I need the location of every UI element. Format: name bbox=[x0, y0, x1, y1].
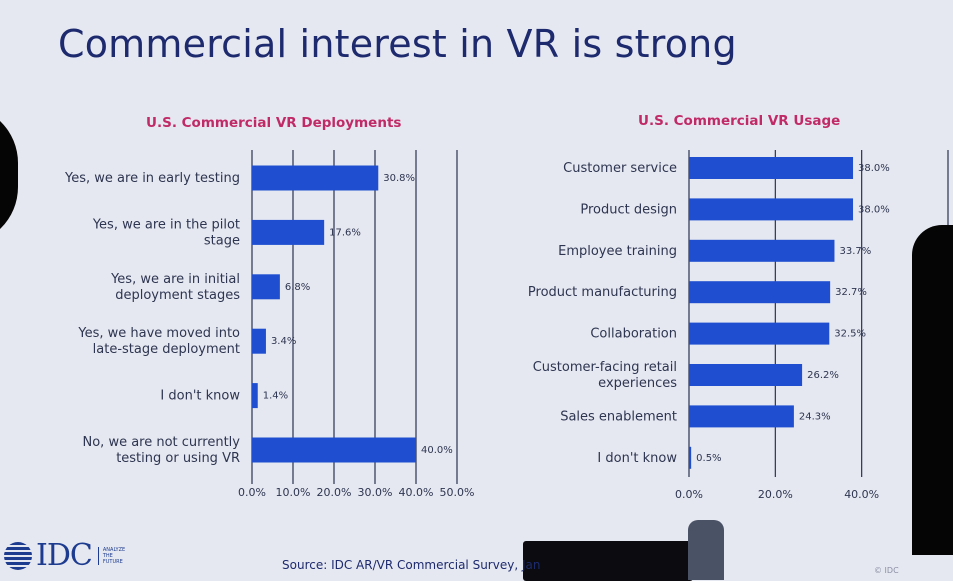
category-label: No, we are not currently bbox=[83, 435, 241, 450]
bar bbox=[252, 328, 266, 354]
bar bbox=[689, 364, 803, 386]
category-label: Employee training bbox=[558, 244, 677, 259]
x-tick-label: 50.0% bbox=[440, 486, 475, 499]
category-label: Yes, we are in initial bbox=[110, 272, 240, 287]
idc-globe-icon bbox=[4, 541, 32, 570]
bar bbox=[252, 274, 280, 300]
laptop-silhouette bbox=[523, 541, 693, 581]
source-note: Source: IDC AR/VR Commercial Survey, Jan bbox=[282, 558, 541, 572]
x-tick-label: 20.0% bbox=[317, 486, 352, 499]
bar bbox=[689, 281, 831, 304]
data-label: 24.3% bbox=[799, 411, 831, 422]
data-label: 33.7% bbox=[839, 246, 871, 257]
data-label: 26.2% bbox=[807, 370, 839, 381]
x-tick-label: 10.0% bbox=[276, 486, 311, 499]
data-label: 30.8% bbox=[383, 173, 415, 184]
logo-tagline: ANALYZE THE FUTURE bbox=[97, 546, 129, 565]
data-label: 40.0% bbox=[421, 445, 453, 456]
category-label: Customer-facing retail bbox=[533, 360, 677, 375]
bar bbox=[689, 239, 835, 262]
category-label: stage bbox=[204, 233, 240, 248]
category-label: experiences bbox=[598, 376, 677, 391]
logo-text: IDC bbox=[36, 538, 93, 573]
data-label: 6.8% bbox=[285, 282, 310, 293]
data-label: 17.6% bbox=[329, 227, 361, 238]
data-label: 32.7% bbox=[835, 287, 867, 298]
category-label: Product manufacturing bbox=[528, 285, 677, 300]
data-label: 3.4% bbox=[271, 336, 296, 347]
bar bbox=[252, 383, 258, 409]
slide-title: Commercial interest in VR is strong bbox=[58, 22, 737, 66]
category-label: testing or using VR bbox=[116, 451, 240, 466]
x-tick-label: 20.0% bbox=[758, 488, 793, 501]
idc-logo: IDC ANALYZE THE FUTURE bbox=[4, 538, 129, 573]
bar bbox=[689, 157, 854, 179]
chart-title-usage: U.S. Commercial VR Usage bbox=[638, 113, 841, 129]
category-label: Collaboration bbox=[590, 327, 677, 342]
bar bbox=[252, 165, 379, 191]
x-tick-label: 0.0% bbox=[238, 486, 266, 499]
category-label: Yes, we are in early testing bbox=[64, 171, 240, 186]
x-tick-label: 40.0% bbox=[399, 486, 434, 499]
bar bbox=[689, 405, 794, 428]
bar bbox=[252, 219, 325, 245]
category-label: I don't know bbox=[160, 389, 240, 404]
data-label: 0.5% bbox=[696, 453, 721, 464]
water-bottle bbox=[688, 520, 724, 580]
category-label: late-stage deployment bbox=[93, 342, 240, 357]
category-label: Product design bbox=[580, 202, 677, 217]
x-tick-label: 40.0% bbox=[844, 488, 879, 501]
category-label: Yes, we have moved into bbox=[77, 326, 240, 341]
category-label: Sales enablement bbox=[560, 409, 677, 424]
presenter-silhouette bbox=[912, 225, 953, 555]
data-label: 38.0% bbox=[858, 204, 890, 215]
data-label: 38.0% bbox=[858, 163, 890, 174]
data-label: 32.5% bbox=[834, 329, 866, 340]
data-label: 1.4% bbox=[263, 391, 288, 402]
bar bbox=[689, 446, 692, 469]
category-label: deployment stages bbox=[115, 288, 240, 303]
chart-title-deployments: U.S. Commercial VR Deployments bbox=[146, 115, 402, 131]
x-tick-label: 30.0% bbox=[358, 486, 393, 499]
bar bbox=[689, 322, 830, 345]
bar bbox=[252, 437, 416, 463]
category-label: I don't know bbox=[597, 451, 677, 466]
category-label: Customer service bbox=[563, 161, 677, 176]
x-tick-label: 0.0% bbox=[675, 488, 703, 501]
category-label: Yes, we are in the pilot bbox=[92, 217, 240, 232]
copyright: © IDC bbox=[874, 566, 899, 575]
bar bbox=[689, 198, 854, 221]
